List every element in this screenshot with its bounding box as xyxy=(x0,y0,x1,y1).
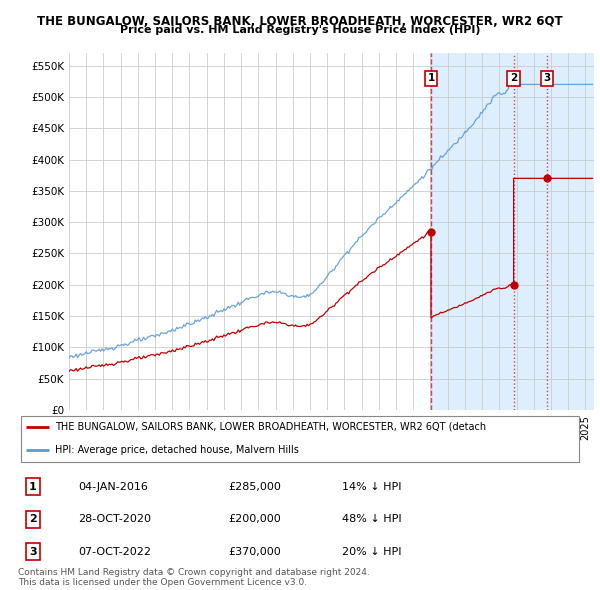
Text: 20% ↓ HPI: 20% ↓ HPI xyxy=(342,547,401,556)
Text: THE BUNGALOW, SAILORS BANK, LOWER BROADHEATH, WORCESTER, WR2 6QT (detach: THE BUNGALOW, SAILORS BANK, LOWER BROADH… xyxy=(55,422,486,432)
Text: 07-OCT-2022: 07-OCT-2022 xyxy=(78,547,151,556)
Text: 3: 3 xyxy=(544,73,551,83)
Bar xyxy=(431,53,600,410)
Text: 1: 1 xyxy=(427,73,434,83)
FancyBboxPatch shape xyxy=(21,416,579,462)
Text: 14% ↓ HPI: 14% ↓ HPI xyxy=(342,482,401,491)
Text: THE BUNGALOW, SAILORS BANK, LOWER BROADHEATH, WORCESTER, WR2 6QT: THE BUNGALOW, SAILORS BANK, LOWER BROADH… xyxy=(37,15,563,28)
Text: HPI: Average price, detached house, Malvern Hills: HPI: Average price, detached house, Malv… xyxy=(55,445,299,455)
Text: 3: 3 xyxy=(29,547,37,556)
Text: 2: 2 xyxy=(510,73,517,83)
Text: 28-OCT-2020: 28-OCT-2020 xyxy=(78,514,151,524)
Text: 48% ↓ HPI: 48% ↓ HPI xyxy=(342,514,401,524)
Text: £200,000: £200,000 xyxy=(228,514,281,524)
Text: Contains HM Land Registry data © Crown copyright and database right 2024.
This d: Contains HM Land Registry data © Crown c… xyxy=(18,568,370,587)
Text: Price paid vs. HM Land Registry's House Price Index (HPI): Price paid vs. HM Land Registry's House … xyxy=(120,25,480,35)
Text: £370,000: £370,000 xyxy=(228,547,281,556)
Text: 1: 1 xyxy=(29,482,37,491)
Text: 2: 2 xyxy=(29,514,37,524)
Text: 04-JAN-2016: 04-JAN-2016 xyxy=(78,482,148,491)
Text: £285,000: £285,000 xyxy=(228,482,281,491)
